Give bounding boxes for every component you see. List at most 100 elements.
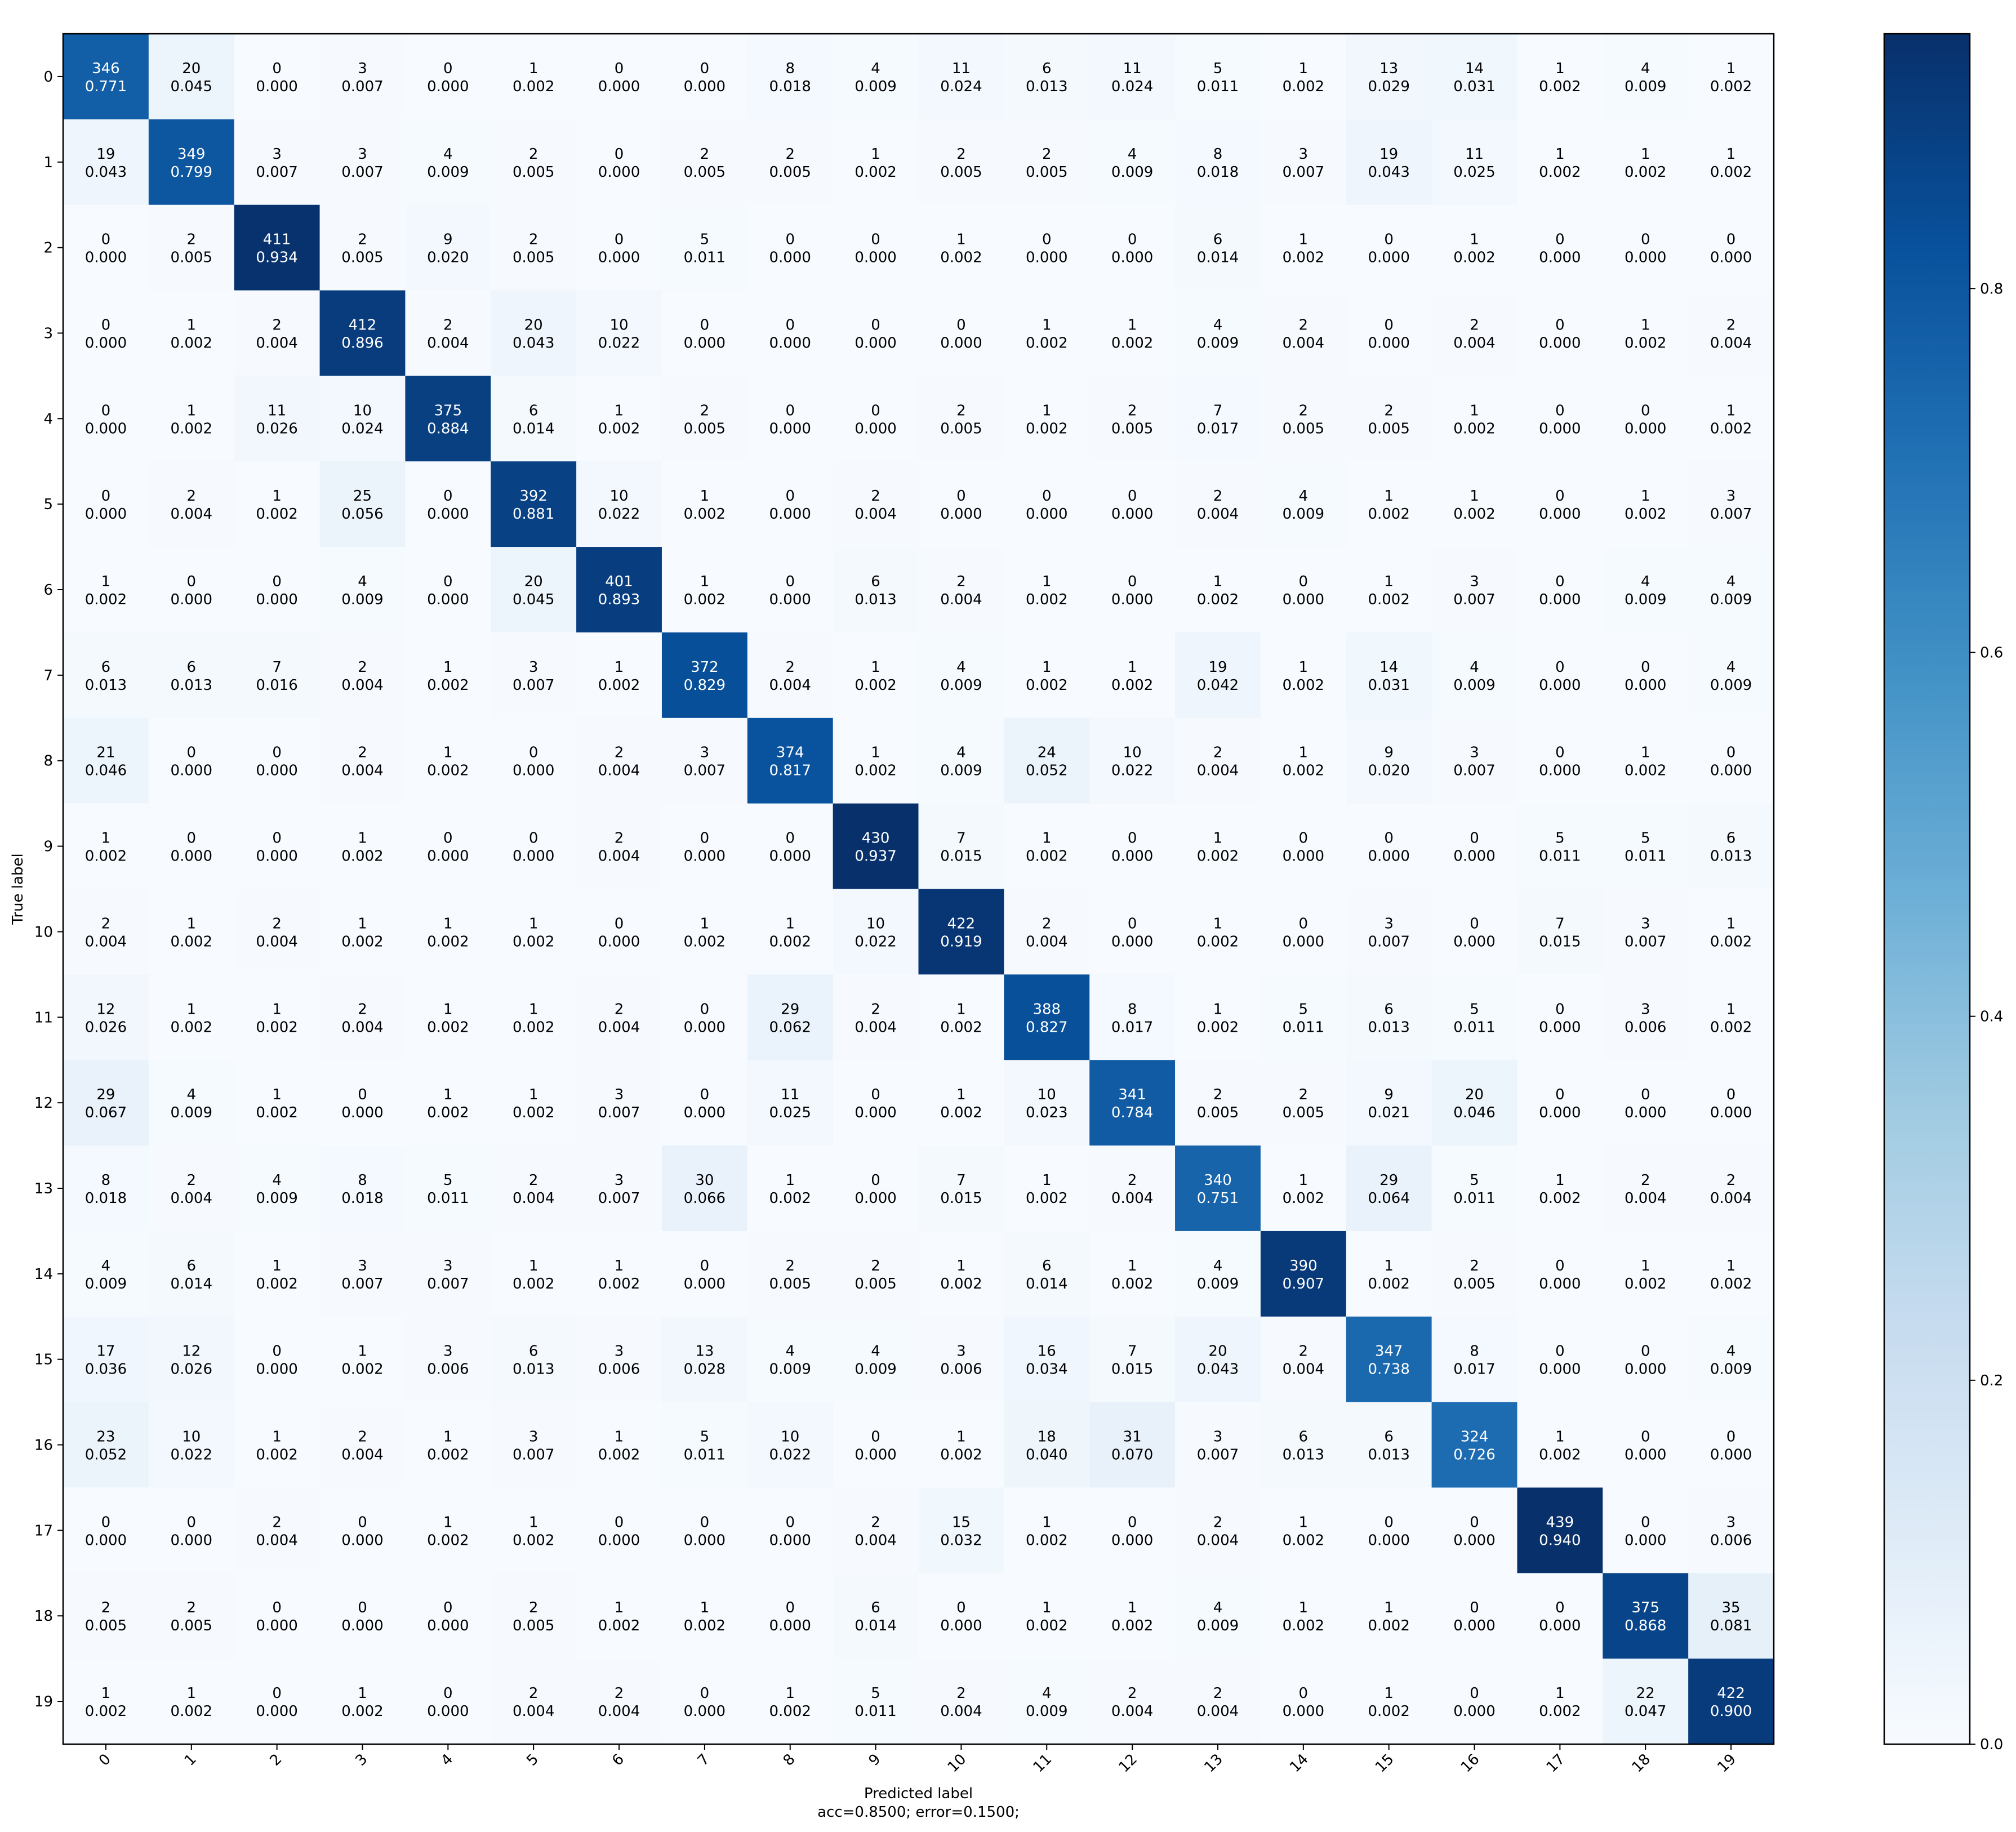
cell-ratio-0-2: 0.000 [256,78,297,95]
cell-ratio-13-11: 0.002 [1026,1190,1067,1207]
cell-count-13-6: 3 [615,1172,624,1189]
cell-ratio-5-2: 0.002 [256,506,297,523]
heatmap-cell-14-2 [234,1231,321,1317]
cell-count-1-10: 2 [956,146,966,163]
cell-count-16-15: 6 [1384,1429,1394,1446]
cell-count-16-7: 5 [700,1429,710,1446]
cell-ratio-3-0: 0.000 [85,335,127,351]
cell-count-8-7: 3 [700,745,710,761]
cell-ratio-18-13: 0.009 [1197,1617,1239,1634]
cell-count-13-0: 8 [101,1172,111,1189]
heatmap-cell-4-3 [319,376,406,462]
heatmap-cell-11-17 [1517,974,1603,1060]
cell-count-7-1: 6 [187,659,197,676]
heatmap-cell-17-3 [319,1487,406,1574]
cell-ratio-15-14: 0.004 [1283,1361,1324,1378]
cell-count-18-2: 0 [272,1599,282,1616]
heatmap-cell-17-8 [747,1487,834,1574]
heatmap-cell-13-14 [1260,1145,1347,1232]
heatmap-cell-4-11 [1004,376,1090,462]
cell-count-5-6: 10 [609,488,628,505]
cell-ratio-18-6: 0.002 [598,1617,640,1634]
y-tick-label-19: 19 [34,1693,53,1710]
heatmap-cell-10-6 [576,889,662,975]
heatmap-cell-7-10 [918,632,1004,719]
heatmap-cell-0-17 [1517,34,1603,120]
cell-ratio-2-4: 0.020 [427,249,469,266]
heatmap-cell-12-8 [747,1060,834,1146]
heatmap-cell-4-0 [63,376,149,462]
heatmap-cell-13-11 [1004,1145,1090,1232]
cell-count-11-17: 0 [1555,1001,1565,1018]
cell-count-14-1: 6 [187,1258,197,1274]
cell-ratio-16-4: 0.002 [427,1447,469,1464]
heatmap-cell-1-9 [833,119,919,206]
colorbar [1883,33,1971,1745]
cell-count-18-14: 1 [1299,1599,1309,1616]
heatmap-cell-10-17 [1517,889,1603,975]
heatmap-cell-8-16 [1431,717,1518,804]
heatmap-cell-16-12 [1089,1402,1176,1488]
cell-ratio-5-15: 0.002 [1368,506,1409,523]
heatmap-cell-7-9 [833,632,919,719]
cell-count-1-6: 0 [615,146,624,163]
heatmap-cell-8-12 [1089,717,1176,804]
cell-ratio-13-3: 0.018 [341,1190,383,1207]
cell-ratio-10-10: 0.919 [940,933,982,950]
cell-ratio-4-3: 0.024 [341,420,383,437]
cell-ratio-8-11: 0.052 [1026,763,1067,779]
heatmap-cell-18-16 [1431,1573,1518,1659]
cell-ratio-3-7: 0.000 [684,335,726,351]
cell-ratio-9-10: 0.015 [940,848,982,865]
heatmap-cell-19-14 [1260,1659,1347,1745]
heatmap-cell-7-11 [1004,632,1090,719]
heatmap-cell-13-9 [833,1145,919,1232]
heatmap-cell-6-0 [63,547,149,633]
cell-count-13-7: 30 [695,1172,714,1189]
heatmap-cell-4-1 [148,376,235,462]
heatmap-cell-10-10 [918,889,1004,975]
heatmap-cell-15-12 [1089,1316,1176,1403]
heatmap-cell-10-12 [1089,889,1176,975]
cell-count-13-9: 0 [871,1172,880,1189]
cell-count-5-13: 2 [1213,488,1223,505]
heatmap-cell-13-10 [918,1145,1004,1232]
cell-ratio-12-15: 0.021 [1368,1104,1409,1121]
cell-count-14-14: 390 [1289,1258,1318,1274]
cell-ratio-3-5: 0.043 [513,335,554,351]
y-tick-label-17: 17 [34,1522,53,1539]
cell-ratio-12-10: 0.002 [940,1104,982,1121]
cell-count-13-18: 2 [1641,1172,1650,1189]
heatmap-cell-18-0 [63,1573,149,1659]
cell-ratio-5-11: 0.000 [1026,506,1067,523]
cell-ratio-12-11: 0.023 [1026,1104,1067,1121]
heatmap-cell-3-11 [1004,290,1090,376]
heatmap-cell-19-0 [63,1659,149,1745]
cell-ratio-14-5: 0.002 [513,1276,554,1292]
cell-ratio-14-3: 0.007 [341,1276,383,1292]
cell-count-2-5: 2 [529,231,539,248]
cell-count-11-9: 2 [871,1001,880,1018]
heatmap-cell-5-3 [319,461,406,547]
heatmap-cell-13-19 [1688,1145,1774,1232]
cell-ratio-10-4: 0.002 [427,933,469,950]
cell-ratio-13-19: 0.004 [1710,1190,1752,1207]
cell-ratio-9-3: 0.002 [341,848,383,865]
cell-ratio-1-8: 0.005 [769,164,811,181]
cell-ratio-6-13: 0.002 [1197,591,1239,608]
cell-ratio-4-9: 0.000 [855,420,896,437]
cell-count-11-18: 3 [1641,1001,1650,1018]
cell-ratio-10-14: 0.000 [1283,933,1324,950]
cell-count-10-11: 2 [1042,915,1052,932]
cell-count-19-1: 1 [187,1685,197,1702]
cell-ratio-3-10: 0.000 [940,335,982,351]
heatmap-cell-8-2 [234,717,321,804]
heatmap-cell-9-6 [576,803,662,890]
heatmap-cell-3-17 [1517,290,1603,376]
cell-count-3-15: 0 [1384,317,1394,333]
cell-count-18-5: 2 [529,1599,539,1616]
cell-count-16-16: 324 [1461,1429,1489,1446]
cell-count-4-17: 0 [1555,402,1565,419]
heatmap-cell-14-1 [148,1231,235,1317]
cell-count-7-15: 14 [1379,659,1398,676]
